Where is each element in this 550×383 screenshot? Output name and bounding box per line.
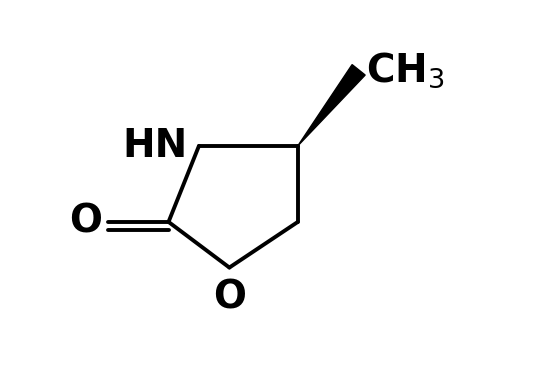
Text: O: O <box>69 203 102 241</box>
Text: CH$_3$: CH$_3$ <box>366 50 445 90</box>
Text: O: O <box>213 279 246 317</box>
Text: HN: HN <box>122 127 188 165</box>
Polygon shape <box>298 65 365 146</box>
